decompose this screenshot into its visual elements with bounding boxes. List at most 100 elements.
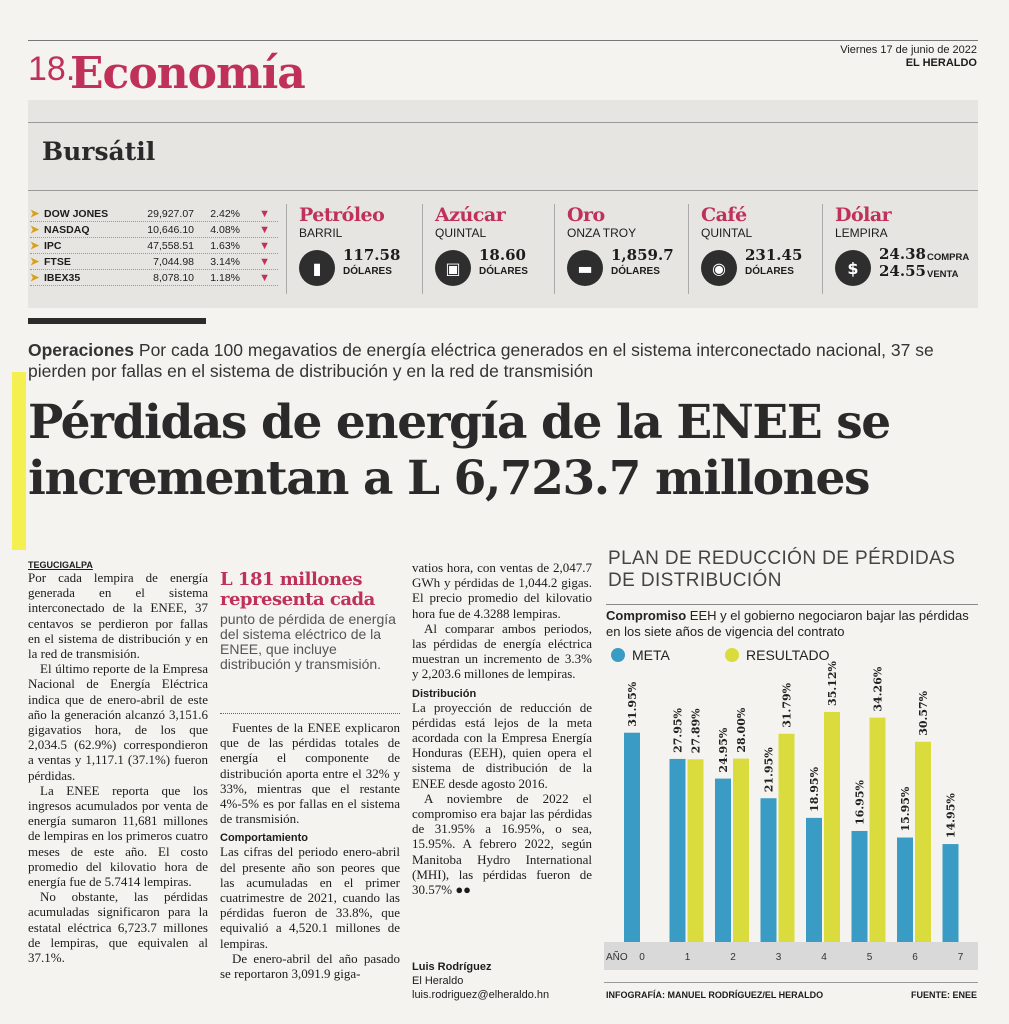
commodity-currency: DÓLARES	[611, 266, 660, 277]
chart-title: PLAN DE REDUCCIÓN DE PÉRDIDAS DE DISTRIB…	[608, 548, 956, 591]
top-rule	[28, 40, 978, 41]
x-tick-label: 4	[821, 952, 827, 963]
x-tick-label: 0	[639, 952, 645, 963]
x-tick-label: 1	[685, 952, 691, 963]
resultado-bar	[869, 717, 886, 942]
kicker-text: Por cada 100 megavatios de energía eléct…	[28, 340, 934, 381]
down-arrow-icon: ▼	[259, 239, 270, 252]
data-label: 34.26%	[872, 666, 885, 711]
article-column-3: vatios hora, con ventas de 2,047.7 GWh y…	[412, 560, 592, 897]
footer-rule	[604, 982, 978, 983]
sugar-sack-icon: ▣	[435, 250, 471, 286]
dollar-sell-label: VENTA	[927, 269, 959, 280]
band-rule	[28, 122, 978, 123]
x-tick-label: 6	[912, 952, 918, 963]
chevron-right-icon: ➤	[30, 240, 40, 252]
gold-bar-icon: ▬	[567, 250, 603, 286]
commodity-price: 231.45	[745, 246, 803, 264]
down-arrow-icon: ▼	[259, 223, 270, 236]
resultado-bar	[733, 758, 749, 942]
dateline: TEGUCIGALPA	[28, 560, 93, 570]
paragraph: No obstante, las pérdidas acumuladas sig…	[28, 889, 208, 966]
commodity-price: 117.58	[343, 246, 401, 264]
pull-quote-big: L 181 millones representa cada	[220, 569, 375, 610]
down-arrow-icon: ▼	[259, 207, 270, 220]
stock-row: ➤ NASDAQ 10,646.10 4.08% ▼	[30, 222, 278, 238]
dollar-rates: 24.38 24.55	[879, 246, 926, 280]
legend-label-resultado: RESULTADO	[746, 647, 830, 663]
index-value: 10,646.10	[147, 223, 194, 236]
coffee-bean-icon: ◉	[701, 250, 737, 286]
legend-swatch-resultado	[725, 648, 739, 662]
issue-date: Viernes 17 de junio de 2022	[840, 44, 977, 56]
resultado-bar	[687, 759, 704, 942]
author-outlet: El Heraldo	[412, 975, 464, 987]
kicker: Operaciones Por cada 100 megavatios de e…	[28, 340, 978, 382]
page-number: 18.	[28, 50, 76, 88]
infographic-credit: INFOGRAFÍA: MANUEL RODRÍGUEZ/EL HERALDO	[606, 990, 824, 1000]
commodity-name: Petróleo	[299, 204, 385, 226]
oil-barrel-icon: ▮	[299, 250, 335, 286]
stock-index-table: ➤ DOW JONES 29,927.07 2.42% ▼ ➤ NASDAQ 10,646.…	[30, 206, 278, 286]
paragraph: De enero-abril del año pasado se reporta…	[220, 950, 400, 982]
commodity-currency: DÓLARES	[479, 266, 528, 277]
data-label: 27.95%	[672, 707, 685, 752]
kicker-label: Operaciones	[28, 340, 135, 360]
commodity-unit: BARRIL	[299, 226, 343, 240]
resultado-bar	[915, 741, 931, 942]
paragraph: A noviembre de 2022 el compromiso era ba…	[412, 790, 592, 898]
x-axis-label: AÑO	[606, 950, 628, 963]
dollar-sell: 24.55	[879, 262, 926, 280]
commodity-name: Azúcar	[435, 204, 506, 226]
commodity-unit: QUINTAL	[701, 226, 753, 240]
kicker-rule	[28, 318, 206, 324]
money-bag-icon: $	[835, 250, 871, 286]
commodity-price: 18.60	[479, 246, 526, 264]
index-name: NASDAQ	[44, 223, 90, 236]
author-email[interactable]: luis.rodriguez@elheraldo.hn	[412, 989, 550, 1001]
data-label: 24.95%	[717, 727, 730, 772]
dollar-buy-label: COMPRA	[927, 252, 970, 263]
pull-quote: L 181 millones representa cada punto de …	[220, 570, 400, 672]
commodity-name: Oro	[567, 204, 605, 226]
commodity-dolar: Dólar LEMPIRA $ 24.38 24.55 COMPRA VENTA	[822, 204, 979, 294]
meta-bar	[760, 798, 777, 942]
index-change: 1.18%	[210, 271, 240, 284]
data-label: 15.95%	[899, 786, 912, 831]
x-tick-label: 2	[730, 952, 736, 963]
legend-swatch-meta	[611, 648, 625, 662]
dollar-labels: COMPRA VENTA	[927, 249, 969, 283]
x-axis-band	[604, 942, 978, 970]
author-name: Luis Rodríguez	[412, 961, 492, 973]
x-tick-label: 3	[776, 952, 782, 963]
commodity-name: Dólar	[835, 204, 892, 226]
commodity-unit: QUINTAL	[435, 226, 487, 240]
index-value: 7,044.98	[153, 255, 194, 268]
meta-bar	[669, 758, 686, 942]
paragraph: Fuentes de la ENEE explicaron que de las…	[220, 720, 400, 827]
data-label: 30.57%	[917, 690, 930, 735]
headline-line: incrementan a L 6,723.7 millones	[28, 451, 870, 506]
paragraph: vatios hora, con ventas de 2,047.7 GWh y…	[412, 560, 592, 621]
market-band	[28, 100, 978, 308]
legend-label-meta: META	[632, 647, 671, 663]
meta-bar	[942, 844, 959, 942]
index-name: IPC	[44, 239, 62, 252]
x-tick-label: 7	[958, 952, 964, 963]
dollar-buy: 24.38	[879, 245, 926, 263]
paragraph: Las cifras del periodo enero-abril del p…	[220, 844, 400, 951]
index-value: 47,558.51	[147, 239, 194, 252]
paper-name: EL HERALDO	[905, 57, 977, 69]
commodity-unit: ONZA TROY	[567, 226, 637, 240]
index-change: 4.08%	[210, 223, 240, 236]
index-value: 29,927.07	[147, 207, 194, 220]
index-change: 1.63%	[210, 239, 240, 252]
data-label: 18.95%	[808, 766, 821, 811]
data-label: 16.95%	[854, 780, 867, 825]
subhead: Distribución	[412, 687, 477, 700]
index-name: FTSE	[44, 255, 71, 268]
data-label: 14.95%	[945, 793, 958, 838]
data-label: 31.95%	[626, 681, 639, 726]
meta-bar	[851, 830, 868, 942]
band-rule	[28, 190, 978, 191]
